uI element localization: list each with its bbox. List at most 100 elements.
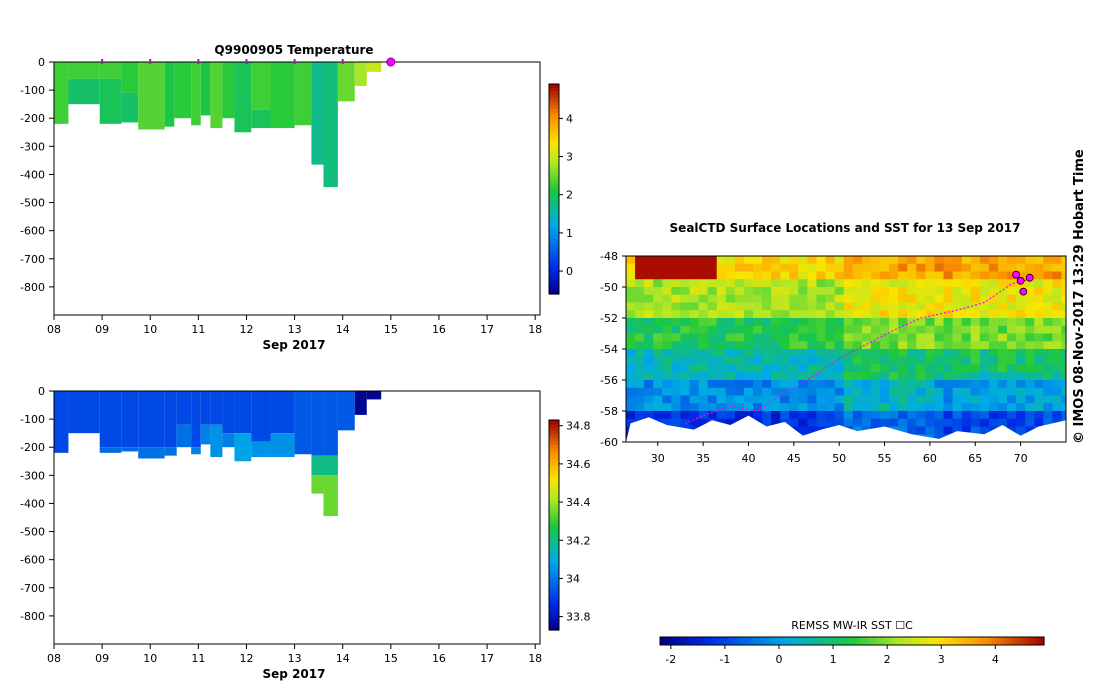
y-tick-label: 0 (38, 385, 45, 398)
sst-cell (662, 411, 672, 420)
sst-cell (997, 395, 1008, 404)
sst-cell (907, 403, 917, 412)
profile-cell-2-1 (99, 447, 122, 453)
sst-cell (753, 387, 763, 396)
sst-cell (934, 263, 945, 272)
sst-cell (843, 380, 854, 389)
last-position-marker (386, 57, 396, 67)
sst-cell (1061, 364, 1067, 373)
sst-cell (979, 341, 990, 350)
map-colorbar-segment (996, 637, 1002, 645)
sst-cell (743, 380, 754, 389)
sst-cell (916, 418, 926, 427)
map-colorbar-segment (991, 637, 997, 645)
sst-cell (907, 287, 917, 296)
sst-cell (789, 364, 799, 373)
colorbar-segment (549, 465, 559, 470)
sst-cell (662, 263, 672, 272)
sst-cell (698, 271, 709, 280)
sst-cell (988, 263, 999, 272)
sst-cell (861, 287, 872, 296)
temperature-axes: 08 09 10 11 12 13 14 15 16 17 18 0 -100 -200 -300 -400 -… (20, 56, 542, 336)
sst-cell (889, 364, 899, 373)
temperature-surface-markers (101, 57, 396, 67)
sst-cell (743, 364, 754, 373)
colorbar-segment (549, 241, 559, 246)
sst-cell (626, 318, 636, 327)
sst-cell (689, 364, 700, 373)
sst-cell (707, 372, 718, 381)
sst-cell (671, 287, 681, 296)
sst-cell (689, 271, 700, 280)
sst-cell (961, 426, 972, 435)
sst-cell (626, 279, 636, 288)
sst-cell (753, 271, 763, 280)
map-colorbar-segment (976, 637, 983, 645)
map-colorbar-segment (957, 637, 963, 645)
profile-cell-4-0 (138, 62, 165, 130)
sst-cell (635, 411, 645, 420)
profile-cell-2-0 (99, 391, 122, 448)
sst-cell (916, 263, 926, 272)
sst-cell (626, 380, 636, 389)
sst-cell (671, 333, 681, 342)
sst-cell (1025, 349, 1035, 358)
sst-cell (970, 341, 981, 350)
sst-cell (880, 294, 890, 303)
sst-cell (870, 356, 881, 365)
sst-cell (1043, 341, 1053, 350)
sst-cell (662, 325, 672, 334)
sst-cell (943, 349, 954, 358)
sst-cell (1025, 356, 1035, 365)
sst-cell (979, 256, 990, 265)
colorbar-segment (549, 546, 559, 551)
sst-cell (680, 271, 691, 280)
sst-cell (943, 294, 954, 303)
sst-cell (807, 333, 818, 342)
sst-cell (970, 372, 981, 381)
sst-cell (1007, 349, 1017, 358)
profile-cell-14-0 (294, 391, 312, 455)
sst-cell (662, 372, 672, 381)
temperature-panel: Q9900905 Temperature 08 09 10 11 12 13 14 15 16 1… (20, 43, 573, 352)
sst-cell (626, 256, 636, 265)
map-colorbar-tick-label: -1 (719, 653, 730, 666)
sst-cell (653, 356, 663, 365)
sst-cell (1025, 333, 1035, 342)
colorbar-segment (549, 164, 559, 169)
sst-cell (1016, 294, 1026, 303)
colorbar-segment (549, 122, 559, 127)
sst-cell (889, 356, 899, 365)
sst-cell (898, 333, 908, 342)
sst-cell (889, 411, 899, 420)
sst-cell (734, 372, 745, 381)
map-colorbar-segment (832, 637, 839, 645)
sst-cell (916, 395, 926, 404)
sst-cell (907, 302, 917, 311)
sst-cell (843, 395, 854, 404)
sst-cell (961, 411, 972, 420)
sst-cell (1025, 387, 1035, 396)
sst-cell (916, 349, 926, 358)
sst-cell (707, 287, 718, 296)
map-colorbar-segment (818, 637, 824, 645)
sst-cell (734, 387, 745, 396)
sst-cell (789, 411, 799, 420)
colorbar-segment (549, 227, 559, 232)
sst-cell (707, 279, 718, 288)
sst-cell (725, 256, 736, 265)
sst-cell (644, 263, 654, 272)
sst-cell (952, 310, 963, 319)
sst-cell (925, 279, 935, 288)
colorbar-segment (549, 458, 559, 463)
sst-cell (635, 279, 645, 288)
map-y-tick-label: -54 (600, 343, 618, 356)
sst-cell (907, 364, 917, 373)
sst-cell (626, 294, 636, 303)
sst-cell (626, 271, 636, 280)
sst-cell (825, 356, 836, 365)
sst-cell (707, 387, 718, 396)
sst-cell (671, 364, 681, 373)
sst-cell (743, 302, 754, 311)
colorbar-segment (549, 511, 559, 516)
